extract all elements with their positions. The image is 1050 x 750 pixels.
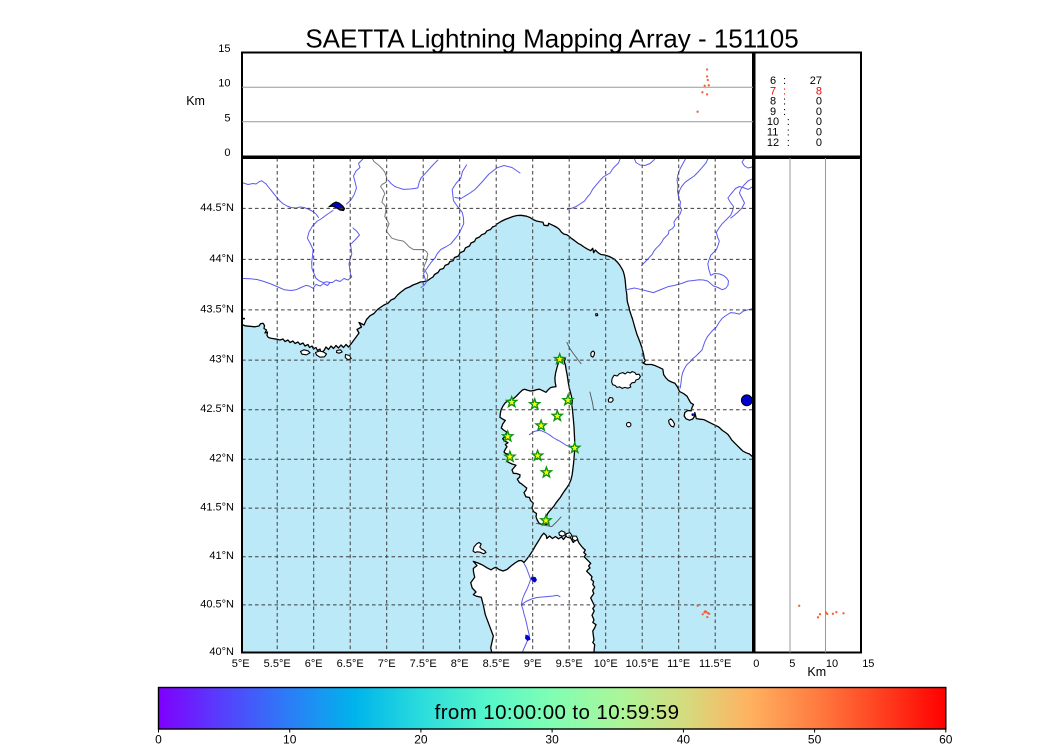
svg-text:11°E: 11°E bbox=[667, 658, 690, 670]
svg-text:Km: Km bbox=[807, 665, 826, 679]
svg-text:44.5°N: 44.5°N bbox=[200, 202, 234, 214]
svg-text:8: 8 bbox=[770, 96, 776, 108]
svg-text:43.5°N: 43.5°N bbox=[200, 303, 234, 315]
svg-text:40: 40 bbox=[677, 733, 691, 747]
svg-text:42°N: 42°N bbox=[209, 453, 234, 465]
svg-text::: : bbox=[783, 75, 786, 87]
svg-text:from 10:00:00 to 10:59:59: from 10:00:00 to 10:59:59 bbox=[435, 701, 680, 724]
svg-text:8.5°E: 8.5°E bbox=[483, 658, 510, 670]
svg-text:6.5°E: 6.5°E bbox=[337, 658, 364, 670]
svg-text:0: 0 bbox=[155, 733, 162, 747]
svg-text:5: 5 bbox=[789, 658, 795, 670]
svg-text:SAETTA Lightning Mapping Array: SAETTA Lightning Mapping Array - 151105 bbox=[305, 24, 798, 54]
svg-text:5: 5 bbox=[224, 112, 230, 124]
svg-text:6: 6 bbox=[770, 75, 776, 87]
svg-text:50: 50 bbox=[808, 733, 822, 747]
svg-text:6°E: 6°E bbox=[305, 658, 323, 670]
svg-text:0: 0 bbox=[816, 96, 822, 108]
svg-text:0: 0 bbox=[816, 127, 822, 139]
svg-text:27: 27 bbox=[810, 75, 822, 87]
svg-text:10: 10 bbox=[218, 78, 230, 90]
svg-text:5.5°E: 5.5°E bbox=[264, 658, 291, 670]
svg-text:40.5°N: 40.5°N bbox=[200, 598, 234, 610]
svg-text:15: 15 bbox=[862, 658, 874, 670]
svg-text:0: 0 bbox=[816, 116, 822, 128]
svg-text:42.5°N: 42.5°N bbox=[200, 403, 234, 415]
svg-text:0: 0 bbox=[753, 658, 759, 670]
svg-text:60: 60 bbox=[939, 733, 953, 747]
svg-text:44°N: 44°N bbox=[209, 253, 234, 265]
svg-text:8°E: 8°E bbox=[451, 658, 469, 670]
svg-text:9°E: 9°E bbox=[524, 658, 542, 670]
svg-text:10°E: 10°E bbox=[594, 658, 618, 670]
svg-text::: : bbox=[787, 116, 790, 128]
svg-text:7: 7 bbox=[770, 85, 776, 97]
svg-text:10: 10 bbox=[283, 733, 297, 747]
svg-text:0: 0 bbox=[224, 147, 230, 159]
svg-text:40°N: 40°N bbox=[209, 646, 234, 658]
svg-text:43°N: 43°N bbox=[209, 354, 234, 366]
svg-text::: : bbox=[787, 137, 790, 149]
svg-text::: : bbox=[783, 96, 786, 108]
svg-text:12: 12 bbox=[767, 137, 779, 149]
svg-text:11: 11 bbox=[767, 127, 778, 139]
svg-text:5°E: 5°E bbox=[232, 658, 250, 670]
svg-text:41°N: 41°N bbox=[209, 550, 234, 562]
svg-text:10: 10 bbox=[767, 116, 779, 128]
svg-text:15: 15 bbox=[218, 43, 230, 55]
svg-text:7°E: 7°E bbox=[378, 658, 396, 670]
svg-text:Km: Km bbox=[186, 94, 205, 108]
svg-text:9.5°E: 9.5°E bbox=[556, 658, 583, 670]
svg-text::: : bbox=[787, 127, 790, 139]
svg-text:41.5°N: 41.5°N bbox=[200, 502, 234, 514]
svg-text:10.5°E: 10.5°E bbox=[626, 658, 659, 670]
svg-text:20: 20 bbox=[414, 733, 428, 747]
svg-text:9: 9 bbox=[770, 106, 776, 118]
svg-text:0: 0 bbox=[816, 137, 822, 149]
svg-text:8: 8 bbox=[816, 85, 822, 97]
svg-text::: : bbox=[783, 85, 786, 97]
svg-text:11.5°E: 11.5°E bbox=[699, 658, 731, 670]
svg-text::: : bbox=[783, 106, 786, 118]
svg-text:30: 30 bbox=[545, 733, 559, 747]
svg-text:7.5°E: 7.5°E bbox=[410, 658, 437, 670]
svg-text:0: 0 bbox=[816, 106, 822, 118]
svg-text:10: 10 bbox=[826, 658, 838, 670]
